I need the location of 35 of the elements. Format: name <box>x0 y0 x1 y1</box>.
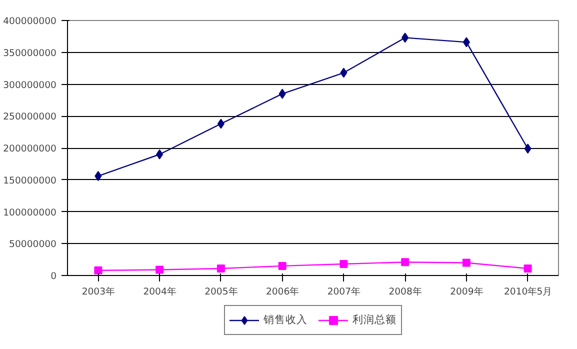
point <box>278 262 286 270</box>
point <box>156 266 164 274</box>
point <box>402 32 409 43</box>
point <box>462 258 470 267</box>
point <box>340 260 348 268</box>
y-tick-label: 100000000 <box>3 207 57 218</box>
x-tick-label: 2006年 <box>266 286 299 298</box>
x-tick-label: 2003年 <box>82 286 115 298</box>
y-tick-label: 150000000 <box>3 175 57 186</box>
x-tick-label: 2005年 <box>204 286 238 298</box>
legend-label: 销售收入 <box>264 313 308 327</box>
legend-label: 利润总额 <box>352 313 396 327</box>
x-tick-label: 2010年5月 <box>504 286 552 298</box>
point <box>524 144 532 154</box>
point <box>94 266 102 274</box>
point <box>524 264 532 272</box>
y-tick-label: 200000000 <box>3 144 57 154</box>
point <box>217 118 224 129</box>
y-tick-label: 300000000 <box>3 80 57 91</box>
point <box>401 258 410 266</box>
x-tick-label: 2007年 <box>327 286 360 298</box>
point <box>216 264 225 272</box>
x-tick-label: 2008年 <box>388 286 422 298</box>
y-tick-label: 50000000 <box>9 239 57 250</box>
x-tick-label: 2004年 <box>143 286 176 298</box>
y-tick-label: 250000000 <box>3 112 57 123</box>
point <box>340 68 348 78</box>
point <box>94 171 102 182</box>
point <box>278 88 286 99</box>
y-tick-label: 0 <box>50 271 57 282</box>
point <box>156 149 164 160</box>
y-tick-label: 400000000 <box>3 16 57 27</box>
point <box>462 37 470 48</box>
y-tick-label: 350000000 <box>3 48 57 59</box>
x-tick-label: 2009年 <box>450 286 483 298</box>
